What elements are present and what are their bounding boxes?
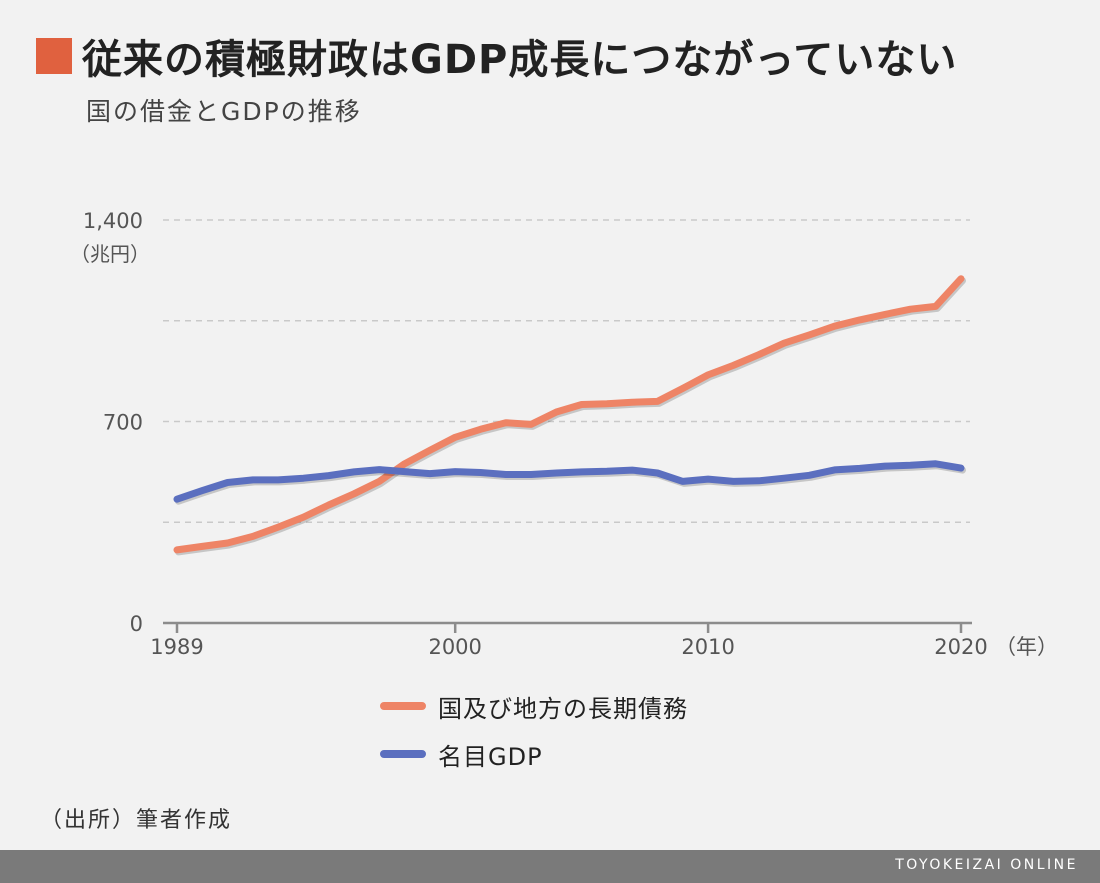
series-line-debt [173,275,965,554]
x-axis-unit-label: （年） [995,635,1058,659]
source-note: （出所）筆者作成 [40,808,233,833]
y-axis-unit-label: （兆円） [70,242,150,266]
y-tick-label: 1,400 [83,209,143,233]
legend-swatch-gdp [380,750,426,758]
y-tick-label: 700 [103,411,143,435]
footer-brand: TOYOKEIZAI ONLINE [895,857,1078,873]
series-line-gdp [173,460,965,503]
line-chart: 0 700 1,400 （兆円） 1989 2000 2010 2020 （年） [70,209,1058,659]
legend-item-gdp: 名目GDP [380,734,688,774]
chart-subtitle: 国の借金とGDPの推移 [86,97,362,126]
title-row: 従来の積極財政はGDP成長につながっていない [36,28,957,84]
legend-label-debt: 国及び地方の長期債務 [438,694,688,723]
legend-label-gdp: 名目GDP [438,742,543,771]
x-tick-label: 1989 [150,635,203,659]
chart-title: 従来の積極財政はGDP成長につながっていない [82,37,958,83]
legend-item-debt: 国及び地方の長期債務 [380,686,688,726]
x-tick-label: 2000 [428,635,481,659]
legend-swatch-debt [380,702,426,710]
x-tick-label: 2010 [681,635,734,659]
axis-layer: 0 700 1,400 （兆円） 1989 2000 2010 2020 （年） [70,209,1058,659]
series-layer [173,275,966,556]
chart-legend: 国及び地方の長期債務 名目GDP [380,686,688,782]
title-square-icon [36,38,72,74]
footer-bar: TOYOKEIZAI ONLINE [0,850,1100,883]
y-tick-label: 0 [130,612,143,636]
x-tick-label: 2020 [934,635,987,659]
